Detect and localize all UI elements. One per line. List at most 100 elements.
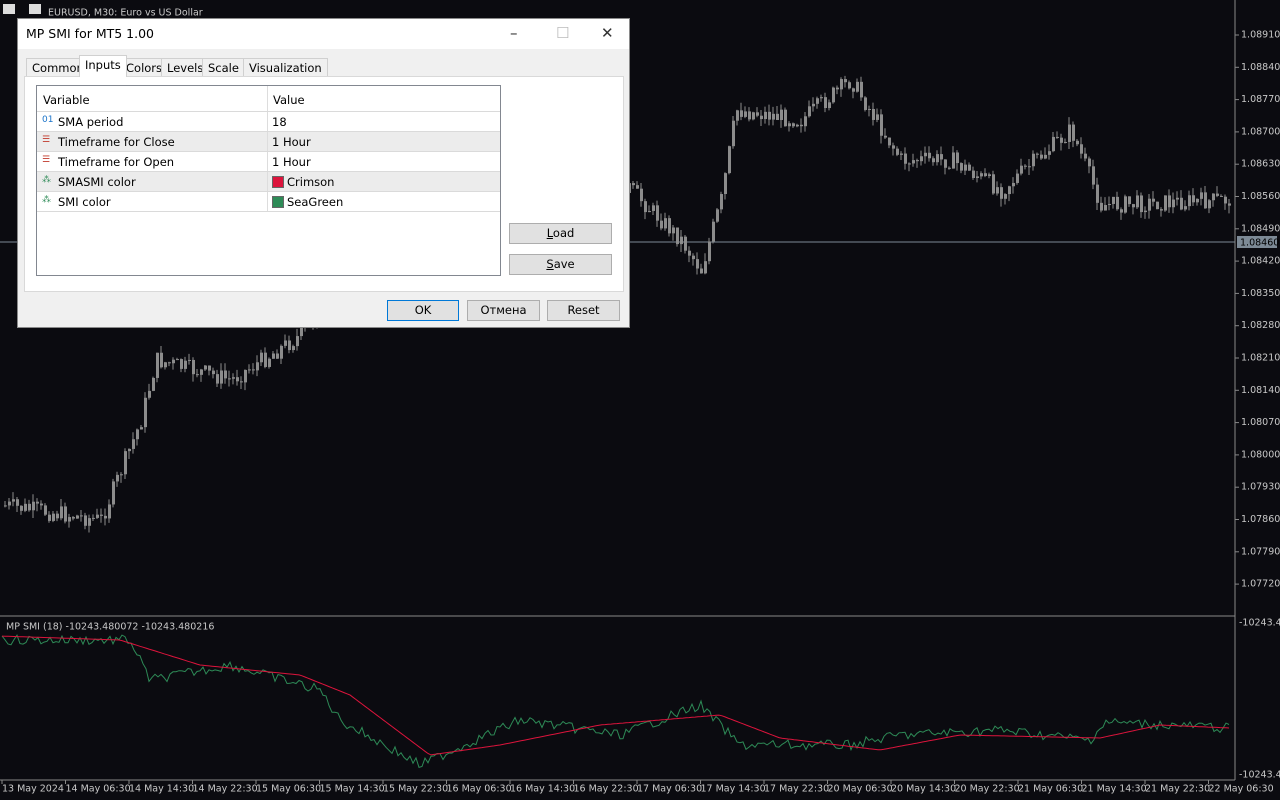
tab[interactable]: Levels: [161, 58, 210, 77]
candle: [848, 82, 851, 89]
candle: [732, 120, 735, 147]
candle: [1224, 196, 1227, 204]
candle: [280, 345, 283, 359]
candle: [1092, 166, 1095, 185]
table-row[interactable]: ⁂ SMASMI color Crimson: [37, 172, 500, 192]
candle: [908, 163, 911, 165]
candle: [1156, 201, 1159, 210]
save-button[interactable]: Save: [509, 254, 612, 275]
candle: [164, 362, 167, 368]
candle: [1000, 187, 1003, 199]
maximize[interactable]: ☐: [556, 24, 570, 42]
header-cell: Value: [273, 93, 305, 107]
tab[interactable]: Scale: [202, 58, 245, 77]
candle: [768, 111, 771, 120]
candle: [1036, 153, 1039, 155]
load-button[interactable]: Load: [509, 223, 612, 244]
candle: [28, 503, 31, 511]
cancel-button[interactable]: Отмена: [467, 300, 540, 321]
candle: [1088, 158, 1091, 167]
candle: [44, 505, 47, 515]
minimize[interactable]: –: [510, 24, 518, 42]
candle: [876, 114, 879, 120]
candle: [748, 111, 751, 120]
candle: [872, 108, 875, 120]
reset-button[interactable]: Reset: [547, 300, 620, 321]
candle: [276, 353, 279, 359]
candle: [728, 146, 731, 174]
time-label: 14 May 06:30: [66, 784, 131, 795]
smi-line: [1, 634, 1230, 769]
price-label: 1.08070: [1241, 417, 1280, 428]
candle: [144, 397, 147, 428]
candle: [632, 183, 635, 186]
color-swatch: [272, 176, 284, 188]
table-row[interactable]: ☰ Timeframe for Open 1 Hour: [37, 152, 500, 172]
candle: [216, 374, 219, 384]
tab[interactable]: Visualization: [243, 58, 328, 77]
candle: [812, 103, 815, 107]
tab[interactable]: Colors: [120, 58, 169, 77]
header-cell: Variable: [43, 93, 90, 107]
candle: [264, 352, 267, 367]
value-cell[interactable]: Crimson: [287, 175, 335, 189]
time-label: 15 May 14:30: [320, 784, 385, 795]
candle: [72, 517, 75, 519]
tab[interactable]: Inputs: [79, 55, 127, 77]
candle: [1116, 196, 1119, 210]
candle: [120, 474, 123, 476]
close[interactable]: ✕: [601, 24, 614, 42]
title-bar: MP SMI for MT5 1.00 – ☐ ✕: [18, 19, 629, 49]
candle: [1204, 192, 1207, 209]
candle: [836, 87, 839, 90]
candle: [1176, 197, 1179, 200]
price-label: 1.07860: [1241, 514, 1280, 525]
candle: [1104, 205, 1107, 211]
candle: [668, 218, 671, 234]
candle: [228, 378, 231, 380]
column-separator: [267, 132, 268, 151]
candle: [108, 504, 111, 519]
candle: [1148, 198, 1151, 211]
candle: [960, 163, 963, 171]
candle: [664, 218, 667, 229]
candle: [68, 517, 71, 522]
candle: [808, 106, 811, 117]
candle: [936, 154, 939, 163]
candle: [240, 381, 243, 383]
candle: [100, 514, 103, 516]
candle: [1100, 202, 1103, 211]
value-cell[interactable]: 1 Hour: [272, 155, 311, 169]
candle: [1216, 193, 1219, 196]
inputs-table: Variable Value 01 SMA period 18 ☰ Timeframe …: [36, 85, 501, 276]
time-label: 17 May 06:30: [637, 784, 702, 795]
table-row[interactable]: ☰ Timeframe for Close 1 Hour: [37, 132, 500, 152]
variable-cell: Timeframe for Open: [58, 155, 175, 169]
value-cell[interactable]: 18: [272, 115, 287, 129]
ok-button[interactable]: OK: [387, 300, 459, 321]
table-row[interactable]: ⁂ SMI color SeaGreen: [37, 192, 500, 212]
candle: [260, 352, 263, 363]
candle: [720, 194, 723, 210]
candle: [1196, 198, 1199, 203]
row-icon: ☰: [42, 155, 51, 165]
candle: [676, 227, 679, 245]
candle: [784, 109, 787, 127]
time-label: 16 May 22:30: [574, 784, 639, 795]
time-label: 20 May 14:30: [891, 784, 956, 795]
candle: [788, 123, 791, 127]
candle: [800, 124, 803, 127]
candle: [752, 112, 755, 120]
value-cell[interactable]: SeaGreen: [287, 195, 344, 209]
candle: [1172, 199, 1175, 208]
time-label: 15 May 22:30: [383, 784, 448, 795]
candle: [52, 513, 55, 521]
table-row[interactable]: 01 SMA period 18: [37, 112, 500, 132]
candle: [740, 110, 743, 117]
row-icon: 01: [42, 115, 54, 125]
time-label: 20 May 06:30: [828, 784, 893, 795]
candle: [636, 185, 639, 189]
candle: [996, 187, 999, 194]
candle: [84, 515, 87, 526]
value-cell[interactable]: 1 Hour: [272, 135, 311, 149]
